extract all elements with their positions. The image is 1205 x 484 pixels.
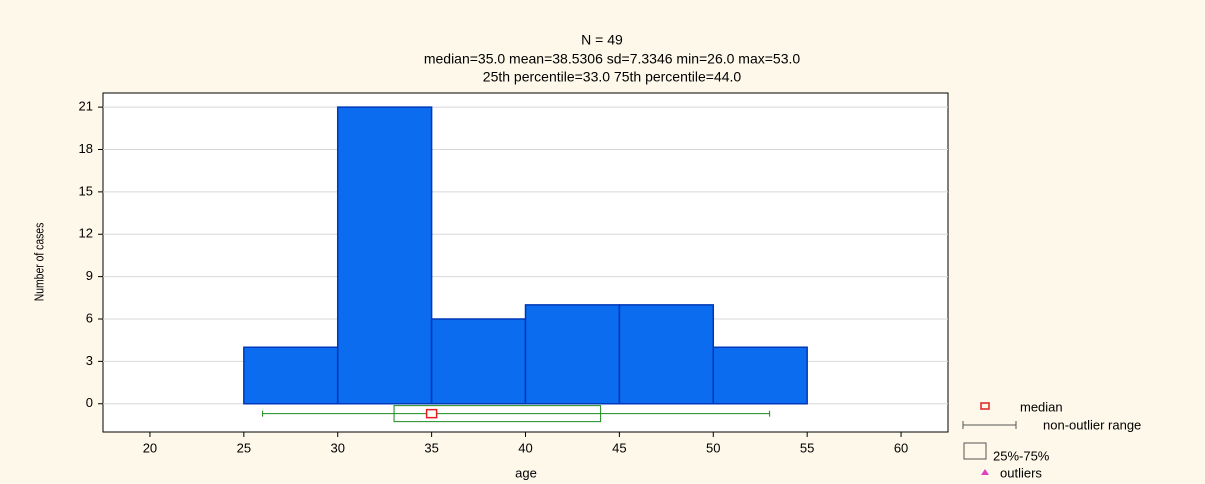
legend-outlier-icon xyxy=(981,469,989,475)
y-tick-label: 18 xyxy=(79,141,93,156)
legend-label: outliers xyxy=(1000,465,1042,480)
legend-median-icon xyxy=(980,402,990,410)
y-axis-label: Number of cases xyxy=(32,223,46,302)
chart-title: N = 49 xyxy=(581,32,623,48)
chart-subtitle: median=35.0 mean=38.5306 sd=7.3346 min=2… xyxy=(424,51,801,67)
x-tick-label: 60 xyxy=(894,440,908,455)
bar xyxy=(524,304,621,405)
y-tick-label: 12 xyxy=(79,226,93,241)
x-tick-label: 40 xyxy=(518,440,532,455)
x-tick-label: 45 xyxy=(612,440,626,455)
bar xyxy=(712,346,808,405)
x-tick-label: 25 xyxy=(237,440,251,455)
bar xyxy=(336,106,433,405)
x-tick-label: 30 xyxy=(330,440,344,455)
y-tick-label: 6 xyxy=(86,310,93,325)
x-tick-label: 20 xyxy=(143,440,157,455)
y-tick-label: 9 xyxy=(86,268,93,283)
bar xyxy=(430,318,527,405)
legend-label: non-outlier range xyxy=(1043,417,1141,432)
box xyxy=(393,405,602,423)
legend-label: median xyxy=(1020,399,1063,414)
x-tick-label: 35 xyxy=(424,440,438,455)
x-tick-label: 55 xyxy=(800,440,814,455)
legend-range-icon xyxy=(962,421,1017,429)
x-tick-label: 50 xyxy=(706,440,720,455)
bar xyxy=(618,304,715,405)
y-tick-label: 15 xyxy=(79,183,93,198)
y-tick-label: 0 xyxy=(86,395,93,410)
y-tick-label: 3 xyxy=(86,353,93,368)
legend-label: 25%-75% xyxy=(993,448,1050,463)
legend-box-icon xyxy=(963,442,987,460)
median-marker xyxy=(425,408,438,419)
bar xyxy=(243,346,339,405)
y-tick-label: 21 xyxy=(79,99,93,114)
chart-subtitle: 25th percentile=33.0 75th percentile=44.… xyxy=(483,69,742,85)
x-axis-label: age xyxy=(515,465,537,480)
